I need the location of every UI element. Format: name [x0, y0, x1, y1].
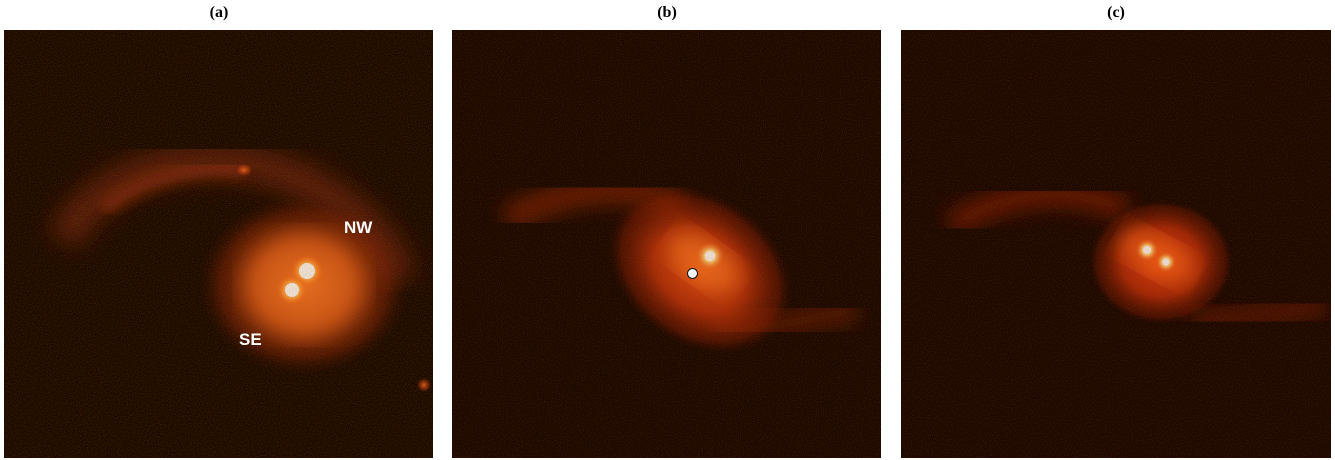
- panel-a-caption: (a): [209, 4, 229, 21]
- nw-label: NW: [344, 218, 373, 237]
- galaxy-image-c: [901, 30, 1331, 458]
- panel-b-caption: (b): [657, 4, 677, 21]
- galaxy-image-panel-a: NW SE: [4, 30, 433, 458]
- galaxy-image-panel-c: [901, 30, 1331, 458]
- galaxy-image-a: [4, 30, 433, 458]
- position-marker: [687, 268, 698, 279]
- galaxy-image-b: [452, 30, 881, 458]
- galaxy-image-panel-b: [452, 30, 881, 458]
- panel-c-caption: (c): [1107, 4, 1125, 21]
- se-label: SE: [239, 330, 262, 349]
